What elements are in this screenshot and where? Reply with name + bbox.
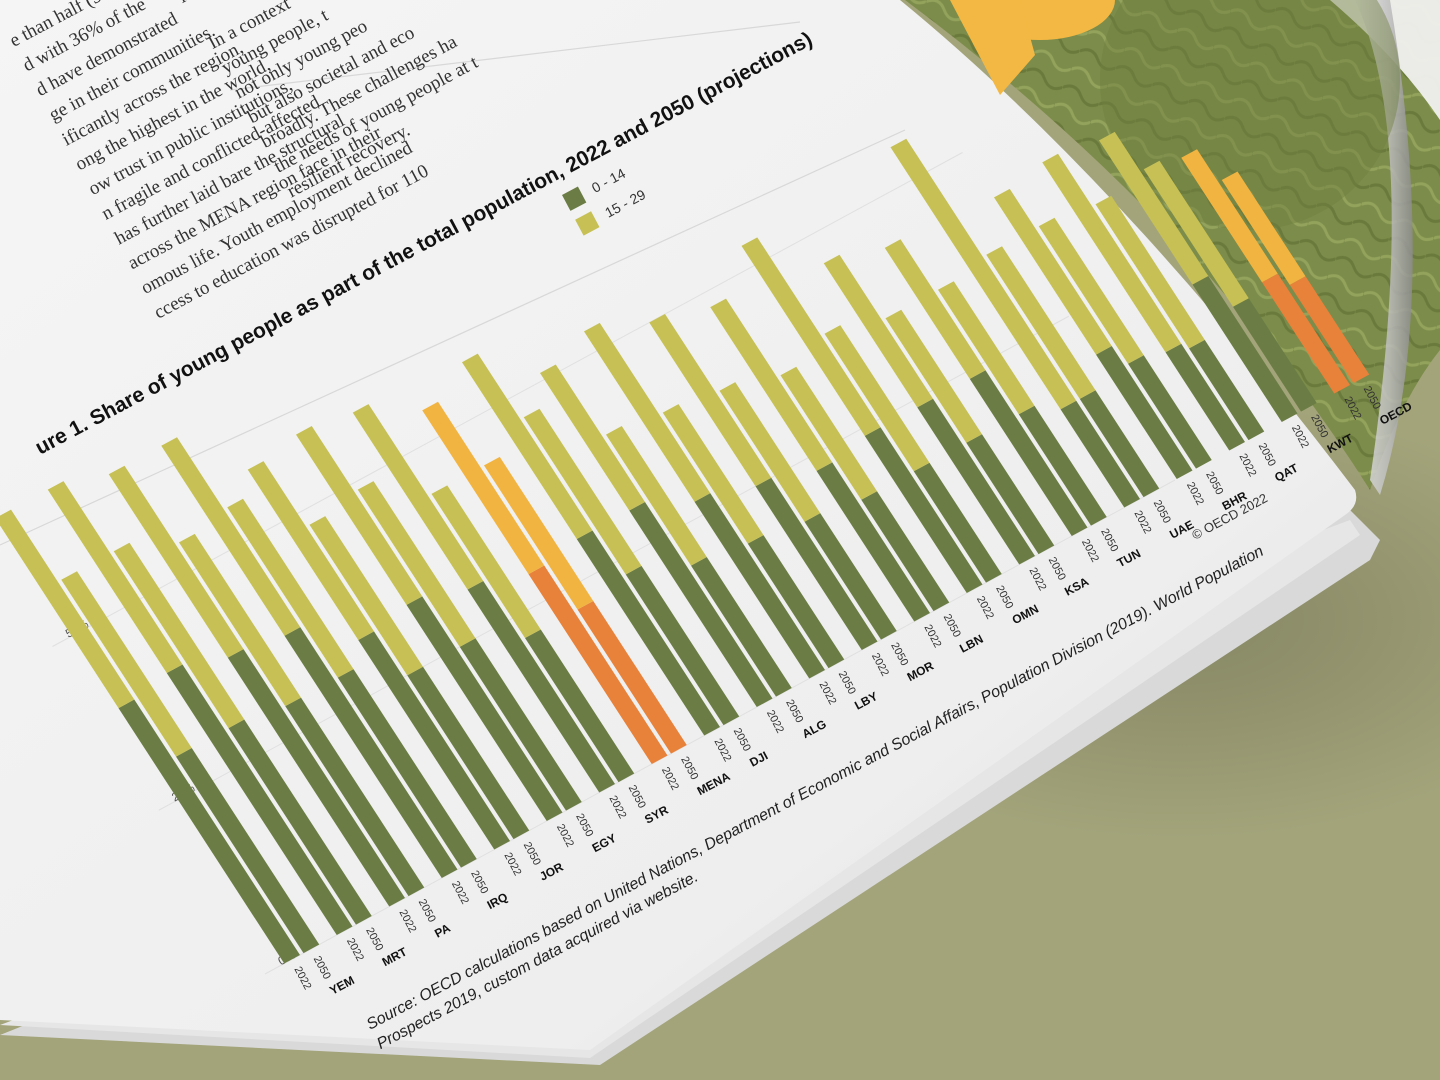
bar-segment-15-29	[884, 239, 986, 379]
bar-segment-0-14	[1289, 276, 1370, 384]
bar-segment-0-14	[166, 664, 353, 936]
bar-segment-0-14	[864, 427, 983, 594]
bar-segment-15-29	[1221, 171, 1306, 285]
bar-segment-15-29	[247, 461, 374, 640]
bar-segment-0-14	[176, 748, 320, 954]
bar-segment-15-29	[823, 254, 933, 408]
bar-segment-15-29	[296, 426, 423, 605]
bar-segment-15-29	[227, 498, 354, 678]
bar-segment-0-14	[406, 596, 563, 822]
bar-segment-0-14	[358, 631, 510, 850]
bar-segment-15-29	[994, 188, 1112, 355]
bar-segment-0-14	[1096, 346, 1193, 480]
bar-segment-15-29	[1038, 217, 1144, 364]
bar-segment-15-29	[606, 426, 707, 566]
bar-segment-15-29	[741, 237, 881, 436]
bar-segment-0-14	[694, 493, 825, 679]
bar-segment-0-14	[577, 600, 687, 754]
bar-segment-0-14	[1165, 343, 1245, 451]
bar-segment-15-29	[161, 437, 301, 636]
bar-segment-0-14	[227, 649, 405, 907]
bar-segment-0-14	[576, 530, 720, 736]
bar-segment-15-29	[484, 456, 594, 610]
bar-segment-15-29	[462, 353, 593, 540]
bar-segment-0-14	[1060, 400, 1140, 508]
bar-segment-0-14	[467, 580, 615, 793]
bar-segment-15-29	[357, 481, 476, 647]
bar-segment-15-29	[108, 465, 244, 658]
bar-segment-15-29	[523, 408, 642, 575]
bar-segment-15-29	[885, 309, 982, 443]
top-divider	[229, 21, 801, 91]
bar-segment-15-29	[824, 325, 930, 472]
bar-segment-15-29	[309, 516, 423, 676]
bar-segment-0-14	[1192, 275, 1298, 423]
bar-segment-15-29	[780, 366, 877, 500]
bar-segment-15-29	[890, 138, 1077, 410]
bar-segment-0-14	[1128, 355, 1212, 469]
bar-segment-0-14	[407, 666, 530, 840]
bar-segment-0-14	[625, 565, 740, 726]
right-page	[905, 0, 1440, 495]
bar-segment-15-29	[113, 542, 245, 729]
legend-swatch-15-29	[575, 211, 600, 236]
bar-segment-0-14	[459, 638, 582, 811]
bar-segment-0-14	[969, 370, 1088, 537]
bar-segment-15-29	[1042, 153, 1182, 353]
bar-segment-0-14	[816, 462, 930, 622]
bar-segment-15-29	[710, 298, 833, 471]
bar-segment-0-14	[691, 557, 792, 697]
chart-top-divider	[0, 129, 906, 546]
bar-segment-15-29	[431, 485, 541, 638]
bar-segment-15-29	[0, 509, 135, 709]
bar-segment-0-14	[629, 502, 773, 708]
bar-segment-15-29	[61, 571, 192, 757]
legend-swatch-0-14	[562, 186, 587, 211]
bar-segment-15-29	[986, 246, 1096, 399]
bar-segment-15-29	[422, 401, 545, 575]
bar-segment-0-14	[228, 719, 372, 925]
bar-segment-0-14	[1262, 273, 1350, 394]
bar-segment-0-14	[118, 699, 300, 964]
bar-segment-0-14	[1018, 405, 1107, 526]
bar-segment-15-29	[179, 533, 301, 707]
bar-segment-0-14	[966, 434, 1055, 555]
bar-segment-15-29	[352, 404, 484, 590]
bar-segment-15-29	[1181, 149, 1278, 283]
bar-segment-15-29	[540, 364, 645, 511]
bar-segment-0-14	[1079, 390, 1160, 498]
bar-segment-15-29	[938, 281, 1035, 415]
bar-segment-15-29	[47, 481, 183, 674]
bar-segment-0-14	[284, 627, 458, 879]
bar-segment-0-14	[917, 398, 1035, 565]
bar-segment-0-14	[804, 513, 897, 640]
bar-segment-0-14	[285, 697, 425, 897]
bar-segment-15-29	[719, 382, 821, 522]
bar-segment-0-14	[1189, 339, 1265, 441]
bar-segment-15-29	[1143, 160, 1249, 307]
bar-segment-15-29	[1099, 131, 1209, 285]
bar-segment-15-29	[584, 322, 711, 502]
bar-segment-0-14	[913, 462, 1002, 583]
bar-segment-0-14	[525, 629, 635, 783]
bar-segment-15-29	[1095, 195, 1205, 349]
chart-plot-area: 0%25%50%20222050YEM20222050MRT20222050PA…	[0, 131, 1415, 998]
bar-segment-0-14	[747, 535, 845, 669]
bar-segment-0-14	[861, 491, 950, 612]
bar-segment-0-14	[337, 669, 477, 868]
bar-segment-0-14	[1233, 298, 1317, 412]
bar-segment-0-14	[755, 477, 878, 651]
bar-segment-15-29	[662, 404, 764, 544]
bar-segment-15-29	[649, 314, 772, 487]
x-country-label: PA	[432, 921, 453, 941]
bar-segment-0-14	[528, 565, 668, 765]
cover-orange-tag	[950, 0, 1035, 95]
